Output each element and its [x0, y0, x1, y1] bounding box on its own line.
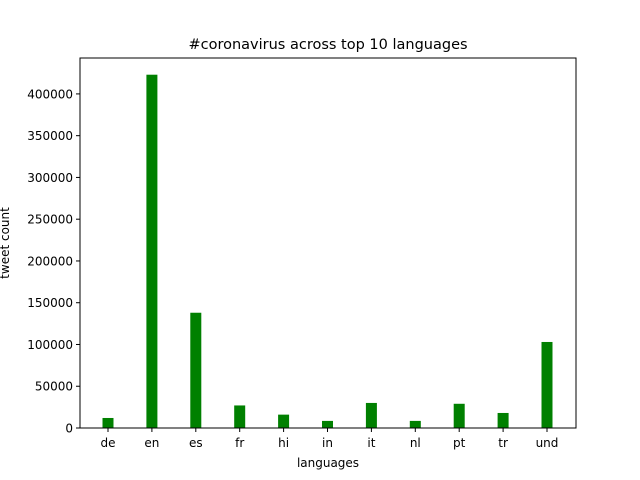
bar-it: [365, 402, 377, 428]
y-tick-label: 300000: [27, 171, 73, 185]
bar-und: [541, 341, 553, 428]
bar-nl: [409, 420, 421, 428]
x-tick-label: en: [144, 436, 159, 450]
x-tick-label: und: [536, 436, 559, 450]
x-axis: de en es fr hi in it nl pt tr und: [101, 428, 559, 450]
y-tick-label: 100000: [27, 338, 73, 352]
bar-en: [146, 74, 158, 429]
bar-in: [322, 420, 333, 428]
chart-title: #coronavirus across top 10 languages: [188, 37, 467, 53]
x-axis-label: languages: [297, 456, 359, 470]
x-tick-label: de: [101, 436, 116, 450]
bar-pt: [453, 403, 465, 428]
y-tick-label: 0: [65, 422, 73, 436]
bar-tr: [497, 412, 509, 428]
bars-group: [102, 74, 553, 429]
y-tick-label: 200000: [27, 254, 73, 268]
bar-hi: [278, 414, 290, 428]
y-tick-label: 50000: [35, 380, 73, 394]
y-axis-label: tweet count: [0, 207, 12, 279]
x-tick-label: hi: [278, 436, 289, 450]
bar-es: [190, 312, 202, 428]
bar-fr: [234, 405, 246, 428]
y-tick-label: 250000: [27, 213, 73, 227]
y-tick-label: 350000: [27, 129, 73, 143]
x-tick-label: tr: [498, 436, 508, 450]
x-tick-label: fr: [235, 436, 244, 450]
y-tick-label: 400000: [27, 87, 73, 101]
bar-de: [102, 417, 114, 428]
x-tick-label: pt: [453, 436, 466, 450]
x-tick-label: in: [322, 436, 333, 450]
y-tick-label: 150000: [27, 296, 73, 310]
y-axis: 0 50000 100000 150000 200000 250000 300000 3500…: [27, 87, 80, 436]
x-tick-label: it: [367, 436, 375, 450]
x-tick-label: es: [189, 436, 203, 450]
x-tick-label: nl: [410, 436, 421, 450]
